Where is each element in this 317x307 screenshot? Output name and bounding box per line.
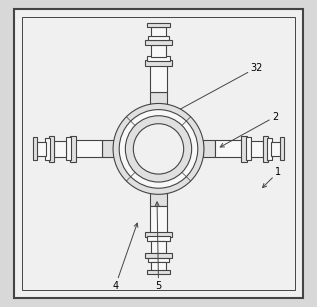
Text: 1: 1	[262, 167, 281, 188]
Bar	[147, 23, 170, 27]
Bar	[146, 40, 171, 45]
Bar	[54, 141, 66, 157]
Bar	[203, 141, 215, 157]
Bar	[49, 136, 54, 162]
Bar	[268, 138, 272, 160]
Bar	[148, 258, 169, 262]
Bar	[151, 241, 166, 253]
Bar	[45, 138, 49, 160]
Circle shape	[125, 116, 192, 182]
Bar	[146, 232, 171, 237]
Bar	[151, 262, 166, 271]
Bar	[33, 138, 37, 161]
Bar	[147, 270, 170, 274]
Bar	[150, 206, 167, 233]
Circle shape	[133, 124, 184, 174]
Bar	[251, 141, 263, 157]
Bar	[147, 56, 170, 61]
Bar	[147, 236, 170, 241]
Bar	[151, 45, 166, 57]
Circle shape	[119, 110, 198, 188]
Bar	[36, 142, 46, 156]
Bar	[66, 138, 71, 161]
Bar	[146, 253, 171, 258]
Circle shape	[113, 103, 204, 194]
Bar	[280, 138, 284, 161]
Bar	[70, 136, 76, 162]
Bar	[74, 141, 102, 157]
Bar	[246, 138, 251, 161]
Bar	[150, 92, 167, 104]
Bar	[241, 136, 247, 162]
Bar	[151, 27, 166, 36]
Text: 2: 2	[220, 112, 278, 147]
Bar	[150, 193, 167, 206]
Bar	[148, 36, 169, 40]
Bar	[271, 142, 281, 156]
Bar	[22, 17, 295, 290]
Bar	[263, 136, 268, 162]
Text: 4: 4	[113, 223, 138, 290]
Bar	[215, 141, 243, 157]
Bar	[102, 141, 114, 157]
Bar	[146, 60, 171, 66]
Bar	[150, 64, 167, 92]
Text: 32: 32	[173, 63, 263, 113]
Text: 5: 5	[155, 202, 162, 290]
